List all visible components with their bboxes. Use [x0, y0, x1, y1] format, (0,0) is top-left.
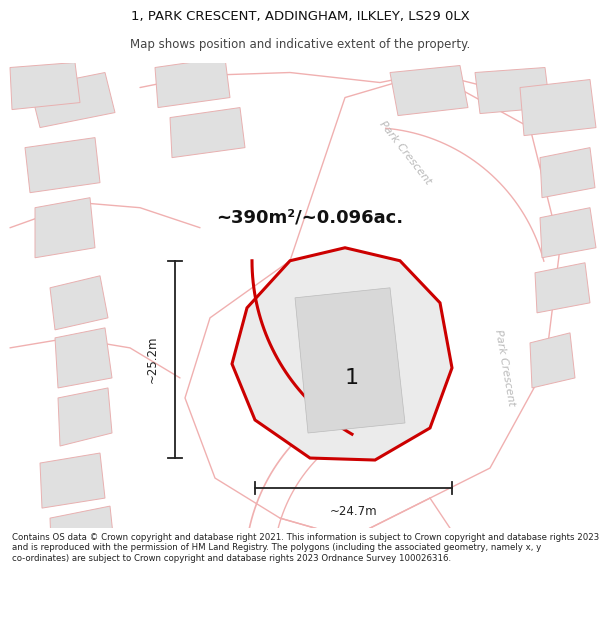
Polygon shape	[35, 198, 95, 258]
Text: Park Crescent: Park Crescent	[493, 329, 517, 407]
Text: ~25.2m: ~25.2m	[146, 336, 159, 383]
Polygon shape	[30, 72, 115, 127]
Text: Map shows position and indicative extent of the property.: Map shows position and indicative extent…	[130, 38, 470, 51]
Polygon shape	[50, 506, 115, 566]
Text: 1: 1	[345, 368, 359, 388]
Polygon shape	[475, 68, 550, 114]
Polygon shape	[40, 453, 105, 508]
Text: ~390m²/~0.096ac.: ~390m²/~0.096ac.	[217, 209, 404, 227]
Polygon shape	[60, 548, 120, 608]
Polygon shape	[530, 333, 575, 388]
Polygon shape	[58, 388, 112, 446]
Polygon shape	[390, 66, 468, 116]
Polygon shape	[295, 288, 405, 433]
Polygon shape	[232, 248, 452, 460]
Text: 1, PARK CRESCENT, ADDINGHAM, ILKLEY, LS29 0LX: 1, PARK CRESCENT, ADDINGHAM, ILKLEY, LS2…	[131, 10, 469, 23]
Polygon shape	[170, 107, 245, 158]
Text: Contains OS data © Crown copyright and database right 2021. This information is : Contains OS data © Crown copyright and d…	[12, 533, 599, 563]
Polygon shape	[25, 138, 100, 192]
Text: ~24.7m: ~24.7m	[329, 505, 377, 518]
Polygon shape	[520, 79, 596, 136]
Polygon shape	[535, 262, 590, 313]
Polygon shape	[540, 148, 595, 198]
Polygon shape	[50, 276, 108, 330]
Polygon shape	[55, 328, 112, 388]
Text: Park Crescent: Park Crescent	[377, 119, 433, 186]
Polygon shape	[540, 208, 596, 258]
Polygon shape	[10, 62, 80, 109]
Polygon shape	[155, 58, 230, 108]
